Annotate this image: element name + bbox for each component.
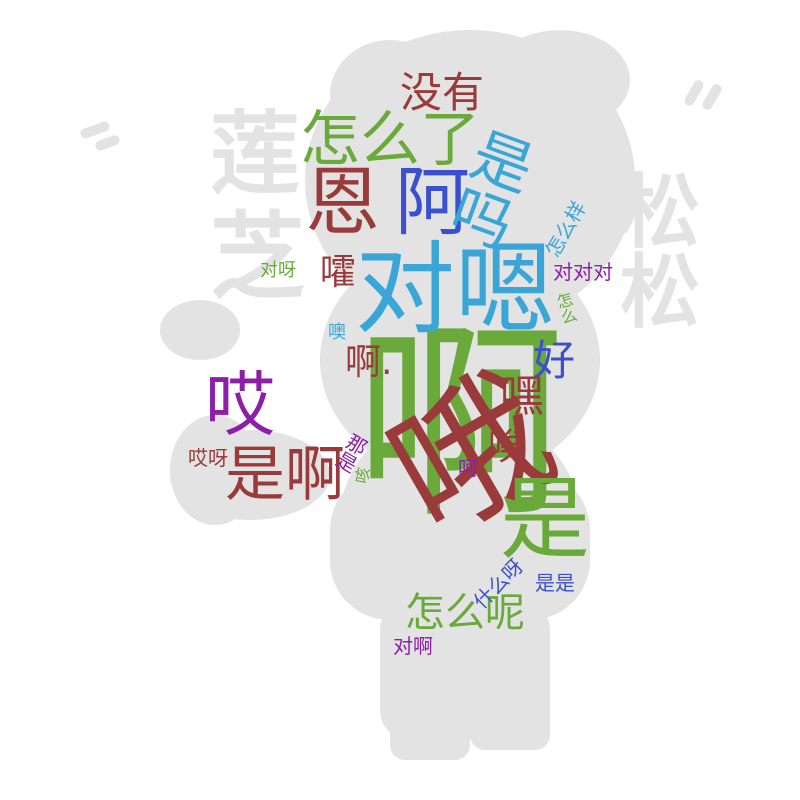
word-dui-en: 对嗯 <box>355 231 555 348</box>
word-ke: 咳 <box>352 465 374 485</box>
word-a: 啊 <box>355 302 566 547</box>
watermark-char-1: 莲 <box>210 102 300 207</box>
word-mei-you: 没有 <box>400 68 485 117</box>
watermark-char-4: 松 <box>620 246 700 339</box>
watermark-char-2: 芝 <box>210 203 305 313</box>
watermark-char-3: 松 <box>620 166 700 259</box>
word-zen-me-ne: 怎么呢 <box>405 590 525 636</box>
word-ao: 噢 <box>328 322 346 343</box>
word-a-dot: 啊. <box>345 342 393 383</box>
word-ai-ya: 哎呀 <box>188 446 228 470</box>
word-dui-dui-dui: 对对对 <box>553 260 613 284</box>
word-ai: 哎 <box>205 364 275 446</box>
word-he: 呵 <box>458 456 478 480</box>
word-shi: 是 <box>500 467 590 572</box>
word-hao: 好 <box>533 336 576 385</box>
word-a2: 阿 <box>395 158 471 246</box>
word-zen-me-le: 怎么了 <box>300 105 480 175</box>
word-hei: 嘿 <box>500 371 544 422</box>
word-dui-a: 对啊 <box>393 634 433 658</box>
word-ai2: 唉 <box>488 427 525 468</box>
word-shi-shi: 是是 <box>535 571 575 595</box>
silhouette-body <box>320 240 600 480</box>
word-dui-ya: 对呀 <box>260 260 296 281</box>
word-en: 恩 <box>305 158 381 246</box>
word-huo: 嚯 <box>320 252 357 293</box>
word-shi-a: 是啊 <box>225 440 345 510</box>
